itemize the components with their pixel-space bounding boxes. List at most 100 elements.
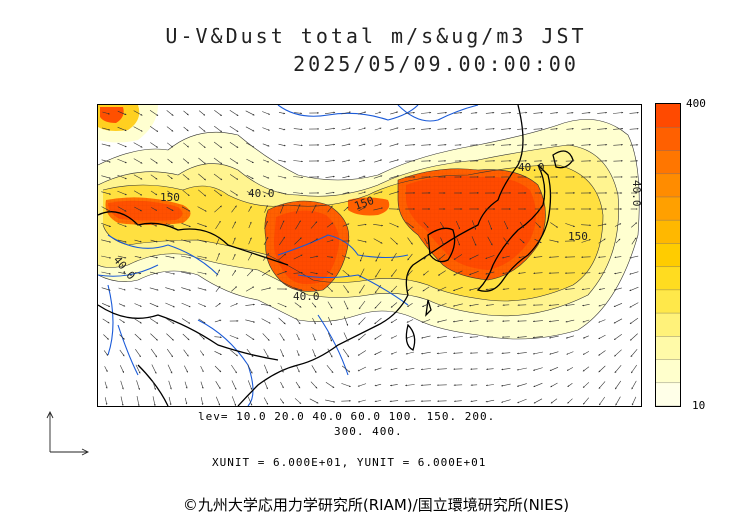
- wind-arrow: [389, 159, 399, 163]
- wind-arrow: [373, 224, 384, 227]
- wind-arrow: [500, 143, 512, 146]
- wind-arrow: [293, 254, 303, 260]
- wind-arrow: [103, 334, 109, 340]
- wind-arrow: [278, 112, 286, 115]
- wind-arrow: [389, 222, 399, 228]
- wind-arrow: [358, 206, 366, 212]
- wind-arrow: [213, 189, 223, 197]
- wind-arrow: [182, 158, 190, 164]
- wind-arrow: [312, 333, 316, 341]
- wind-arrow: [134, 333, 142, 341]
- wind-arrow: [167, 142, 174, 148]
- wind-arrow: [326, 222, 334, 228]
- wind-arrow: [453, 287, 463, 292]
- wind-arrow: [328, 332, 332, 342]
- wind-arrow: [214, 125, 223, 133]
- wind-arrow: [565, 335, 574, 339]
- wind-arrow: [342, 348, 350, 358]
- wind-arrow: [247, 380, 253, 390]
- wind-arrow: [373, 175, 383, 179]
- wind-arrow: [358, 127, 366, 131]
- wind-arrow: [629, 127, 639, 130]
- wind-arrow: [246, 174, 254, 180]
- wind-arrow: [581, 127, 591, 130]
- contour-label: 150: [353, 194, 376, 213]
- wind-arrow: [248, 237, 252, 245]
- wind-arrow: [485, 271, 495, 275]
- wind-arrow: [181, 255, 192, 259]
- wind-arrow: [436, 352, 448, 355]
- wind-arrow: [613, 333, 622, 341]
- wind-arrow: [213, 173, 223, 181]
- wind-arrow: [216, 269, 220, 277]
- wind-arrow: [582, 351, 590, 355]
- wind-arrow: [518, 256, 526, 259]
- axis-arrow-icon: [46, 410, 90, 456]
- contour-label: 150: [568, 230, 588, 243]
- wind-arrow: [101, 239, 112, 243]
- wind-arrow: [215, 302, 221, 308]
- wind-arrow: [598, 334, 606, 340]
- wind-arrow: [264, 380, 268, 390]
- wind-arrow: [245, 319, 255, 323]
- wind-arrow: [407, 237, 413, 245]
- wind-arrow: [165, 318, 175, 324]
- wind-arrow: [101, 159, 111, 163]
- wind-arrow: [183, 126, 189, 132]
- wind-arrow: [231, 270, 237, 276]
- wind-arrow: [550, 127, 558, 130]
- wind-arrow: [453, 352, 463, 355]
- wind-arrow: [262, 159, 270, 163]
- wind-arrow: [325, 399, 336, 403]
- wind-arrow: [198, 126, 206, 132]
- wind-arrow: [436, 319, 447, 323]
- wind-arrow: [519, 238, 525, 244]
- wind-arrow: [565, 288, 575, 291]
- wind-arrow: [533, 111, 543, 114]
- wind-arrow: [582, 397, 590, 405]
- wind-arrow: [421, 351, 431, 355]
- wind-arrow: [183, 349, 189, 357]
- wind-arrow: [262, 111, 271, 115]
- wind-arrow: [197, 239, 208, 243]
- wind-arrow: [117, 255, 127, 259]
- wind-arrow: [420, 384, 432, 387]
- wind-arrow: [437, 286, 447, 292]
- wind-arrow: [166, 110, 174, 116]
- wind-arrow: [631, 237, 637, 245]
- wind-arrow: [549, 351, 559, 355]
- wind-arrow: [631, 396, 637, 406]
- wind-arrow: [184, 365, 188, 373]
- wind-arrow: [389, 191, 400, 195]
- wind-arrow: [405, 368, 415, 371]
- wind-arrow: [165, 223, 175, 227]
- wind-arrow: [247, 396, 253, 406]
- wind-arrow: [312, 317, 316, 325]
- wind-arrow: [502, 255, 510, 259]
- wind-arrow: [101, 175, 111, 179]
- wind-arrow: [246, 158, 254, 164]
- wind-arrow: [168, 396, 172, 406]
- wind-arrow: [328, 316, 332, 326]
- wind-arrow: [198, 157, 206, 165]
- wind-arrow: [293, 128, 303, 131]
- wind-arrow: [278, 159, 287, 163]
- wind-arrow: [101, 303, 111, 307]
- wind-arrow: [501, 127, 512, 130]
- wind-arrow: [295, 220, 301, 230]
- wind-arrow: [533, 127, 543, 130]
- wind-arrow: [374, 351, 382, 355]
- wind-arrow: [550, 382, 558, 388]
- wind-arrow: [133, 142, 143, 148]
- wind-arrow: [405, 111, 415, 114]
- wind-arrow: [311, 302, 317, 308]
- wind-arrow: [550, 222, 558, 228]
- wind-arrow: [471, 220, 477, 230]
- wind-arrow: [200, 365, 204, 373]
- wind-arrow: [517, 127, 528, 130]
- wind-arrow: [516, 111, 528, 114]
- colorbar-step: [656, 104, 680, 128]
- wind-arrow: [469, 254, 479, 260]
- wind-arrow: [597, 127, 608, 130]
- wind-arrow: [262, 191, 270, 195]
